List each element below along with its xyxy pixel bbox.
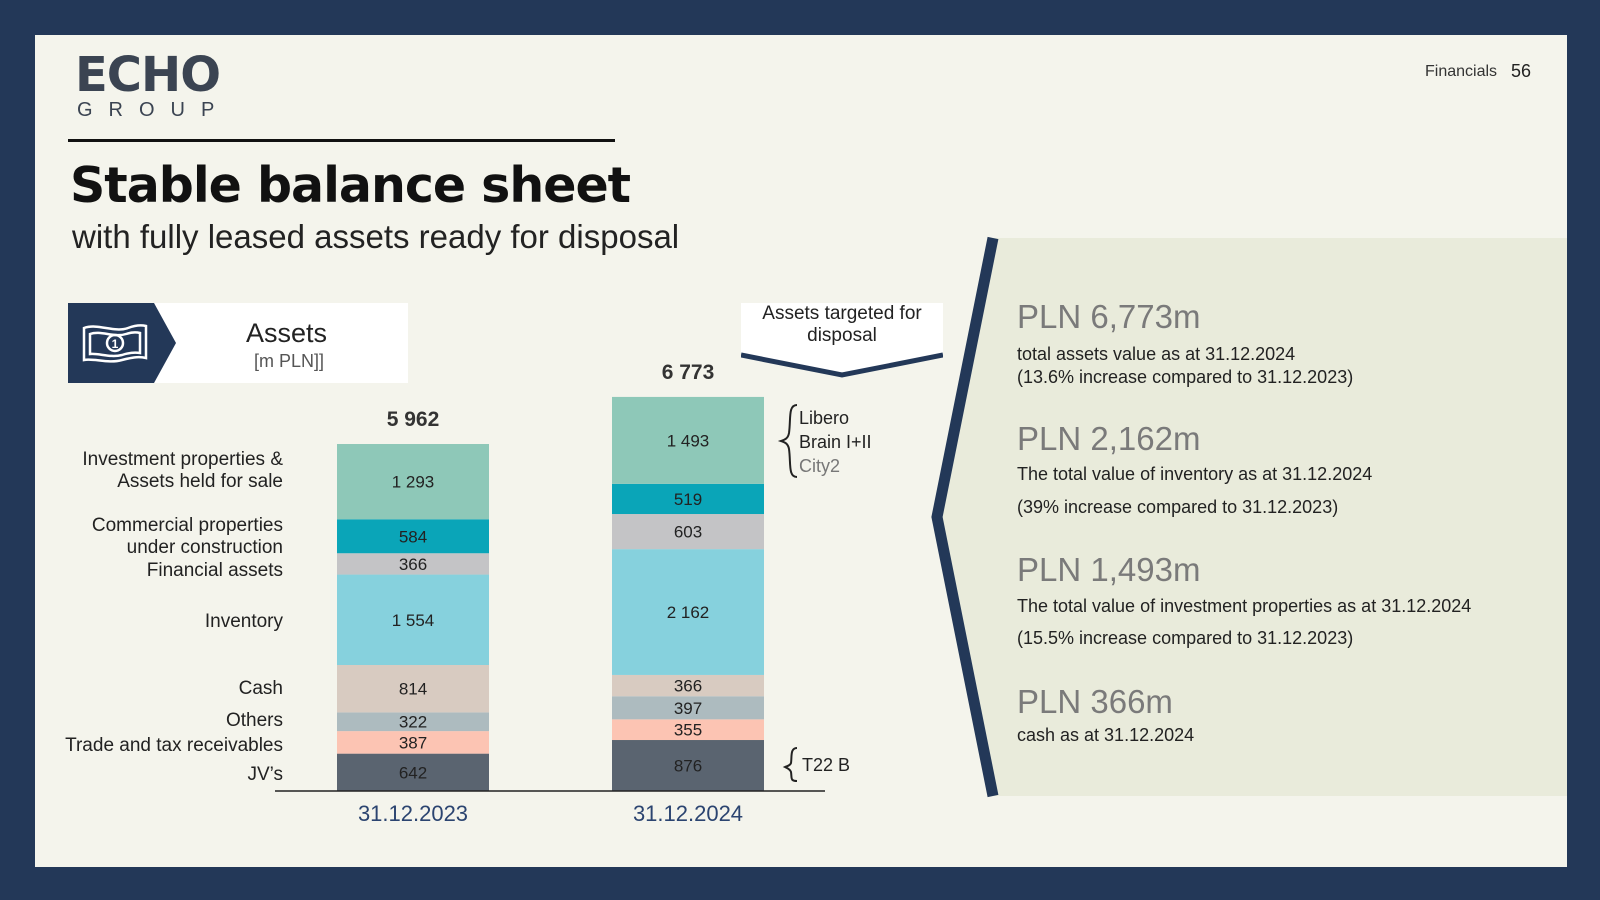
bar-segment: [337, 553, 489, 575]
kpi-note-3: (15.5% increase compared to 31.12.2023): [1017, 628, 1354, 648]
legend-label: JV’s: [247, 764, 283, 785]
segment-label: 366: [399, 555, 427, 574]
kpi-note-2: (39% increase compared to 31.12.2023): [1017, 497, 1339, 517]
legend-label: under construction: [127, 537, 283, 558]
segment-label: 387: [399, 733, 427, 752]
bar-segment: [337, 444, 489, 520]
segment-label: 1 554: [392, 611, 435, 630]
callout-arrow: [741, 303, 943, 378]
logo-echo: ECHO: [75, 47, 221, 103]
page-title: Stable balance sheet: [70, 157, 631, 214]
brace-top-label: City2: [799, 456, 840, 476]
segment-label: 322: [399, 713, 427, 732]
bar-segment: [612, 696, 764, 720]
section-label: Financials: [1425, 63, 1498, 80]
page-number: 56: [1511, 61, 1532, 81]
legend-label: Commercial properties: [92, 515, 283, 536]
legend-label: Assets held for sale: [117, 471, 283, 492]
brace-bottom-label: T22 B: [802, 755, 850, 775]
bar-segment: [337, 731, 489, 754]
page-subtitle: with fully leased assets ready for dispo…: [72, 218, 680, 255]
money-icon: 1: [68, 303, 176, 383]
assets-label-box: 1 Assets [m PLN]]: [68, 303, 408, 383]
bar-segment: [612, 740, 764, 791]
legend-label: Trade and tax receivables: [65, 735, 283, 756]
legend-label: Financial assets: [147, 560, 283, 581]
panel-chevron: [931, 236, 999, 798]
kpi-value-4: PLN 366m: [1017, 683, 1173, 720]
kpi-value-1: PLN 6,773m: [1017, 298, 1201, 335]
assets-unit: [m PLN]]: [254, 351, 325, 371]
segment-label: 366: [674, 677, 702, 696]
panel-background: [937, 238, 1567, 796]
disposal-callout: Assets targeted for disposal: [741, 303, 943, 378]
svg-text:1: 1: [112, 337, 119, 351]
kpi-desc-1: total assets value as at 31.12.2024: [1017, 344, 1296, 364]
segment-label: 584: [399, 527, 427, 546]
legend-label: Investment properties &: [82, 449, 283, 470]
title-rule: [68, 139, 615, 142]
bar-segment: [612, 396, 764, 484]
assets-title: Assets: [246, 318, 328, 348]
bar-segment: [612, 674, 764, 697]
kpi-desc-3: The total value of investment properties…: [1017, 596, 1472, 616]
x-tick-label: 31.12.2024: [633, 801, 743, 826]
bar-segment: [612, 483, 764, 515]
brace-top-label: Brain I+II: [799, 432, 872, 452]
summary-panel: [931, 236, 1567, 798]
bar-segment: [337, 574, 489, 665]
legend-label: Inventory: [205, 611, 284, 632]
bar-total-label: 6 773: [662, 361, 715, 384]
kpi-value-2: PLN 2,162m: [1017, 420, 1201, 457]
segment-label: 519: [674, 490, 702, 509]
segment-label: 1 293: [392, 473, 435, 492]
kpi-value-3: PLN 1,493m: [1017, 551, 1201, 588]
segment-label: 355: [674, 721, 702, 740]
segment-label: 876: [674, 757, 702, 776]
segment-label: 397: [674, 699, 702, 718]
bar-segment: [612, 549, 764, 675]
kpi-desc-4: cash as at 31.12.2024: [1017, 725, 1195, 745]
bar-total-label: 5 962: [387, 408, 440, 431]
x-tick-label: 31.12.2023: [358, 801, 468, 826]
segment-label: 2 162: [667, 603, 710, 622]
segment-label: 814: [399, 680, 427, 699]
bar-segment: [337, 712, 489, 732]
logo-group: GROUP: [77, 99, 231, 121]
bar-segment: [612, 514, 764, 550]
bar-segment: [337, 753, 489, 791]
brace-top-label: Libero: [799, 408, 849, 428]
segment-label: 642: [399, 763, 427, 782]
legend-label: Cash: [239, 678, 283, 699]
bar-segment: [337, 519, 489, 554]
brace-bottom: [782, 747, 798, 782]
bar-segment: [612, 719, 764, 741]
brace-top: [777, 404, 798, 478]
slide: ECHO GROUP Financials 56 Stable balance …: [35, 35, 1567, 867]
segment-label: 1 493: [667, 431, 710, 450]
segment-label: 603: [674, 523, 702, 542]
legend-label: Others: [226, 710, 283, 731]
kpi-note-1: (13.6% increase compared to 31.12.2023): [1017, 367, 1354, 387]
callout-text: Assets targeted for disposal: [762, 303, 922, 346]
bar-segment: [337, 664, 489, 713]
kpi-desc-2: The total value of inventory as at 31.12…: [1017, 464, 1373, 484]
